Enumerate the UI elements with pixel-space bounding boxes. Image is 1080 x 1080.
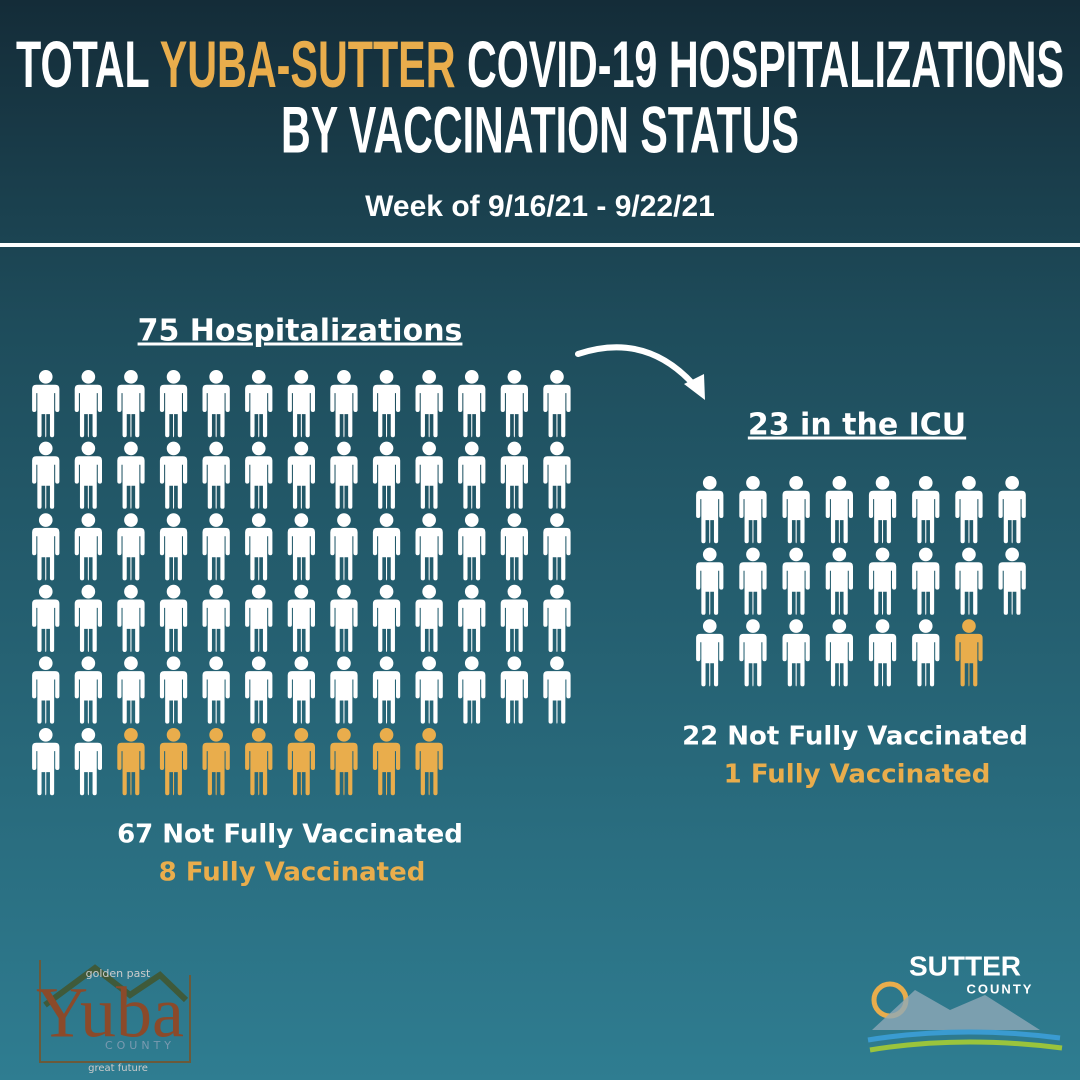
yuba-logo: golden past Yuba COUNTY great future — [36, 960, 191, 1074]
yuba-name: Yuba — [36, 973, 184, 1053]
subtitle: Week of 9/16/21 - 9/22/21 — [365, 190, 715, 223]
group-label: 8 Fully Vaccinated — [159, 858, 426, 888]
title-part: COVID-19 HOSPITALIZATIONS — [456, 27, 1064, 101]
group-label: 1 Fully Vaccinated — [724, 760, 991, 790]
sutter-name: SUTTER — [909, 950, 1021, 981]
title-part: TOTAL — [16, 27, 160, 101]
panel-title: 75 Hospitalizations — [138, 314, 463, 349]
sutter-county: COUNTY — [967, 981, 1034, 996]
arrow-head — [684, 374, 705, 400]
yuba-top: golden past — [86, 967, 151, 980]
title-line-1: TOTAL YUBA-SUTTER COVID-19 HOSPITALIZATI… — [16, 27, 1064, 101]
yuba-county: COUNTY — [105, 1039, 175, 1052]
panels: 75 Hospitalizations 67 Not Fully Vaccinat… — [32, 314, 1028, 888]
group-label: 22 Not Fully Vaccinated — [682, 722, 1028, 752]
group-label: 67 Not Fully Vaccinated — [117, 820, 463, 850]
title-highlight: YUBA-SUTTER — [160, 27, 456, 101]
arrow — [575, 344, 703, 395]
title-line-2: BY VACCINATION STATUS — [281, 92, 799, 166]
panel-title: 23 in the ICU — [748, 408, 966, 443]
yuba-bottom: great future — [88, 1063, 148, 1074]
sutter-logo: SUTTER COUNTY — [867, 950, 1063, 1053]
